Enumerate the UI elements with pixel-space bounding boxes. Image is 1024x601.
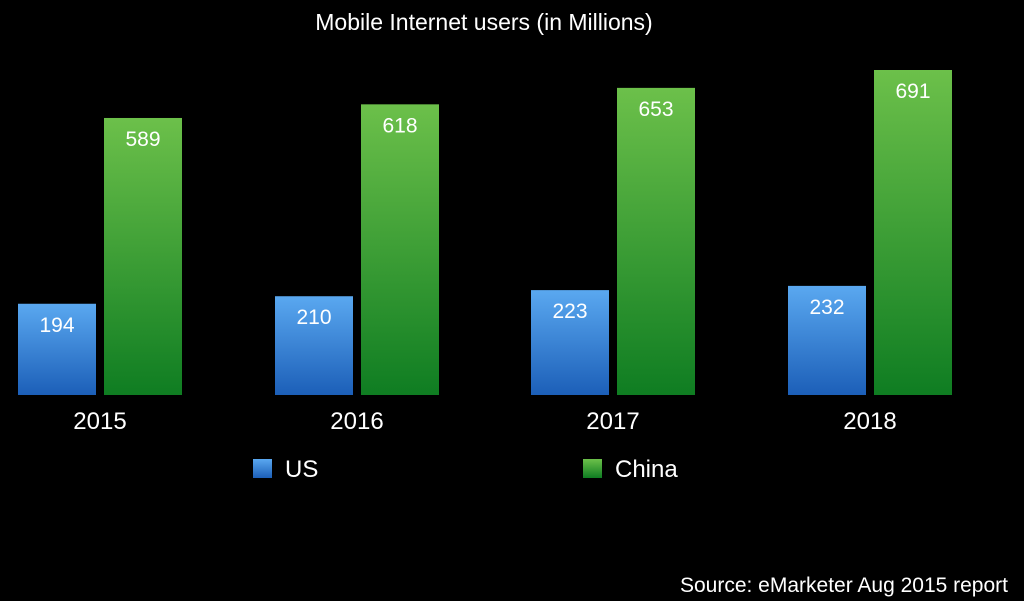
legend: US China xyxy=(253,456,678,483)
data-label-us-2016: 210 xyxy=(296,306,331,329)
x-tick-2016: 2016 xyxy=(330,408,383,435)
data-label-us-2017: 223 xyxy=(552,300,587,323)
data-label-china-2015: 589 xyxy=(125,128,160,151)
legend-label-us: US xyxy=(285,456,318,483)
bar-china-2015 xyxy=(104,117,182,396)
source-note: Source: eMarketer Aug 2015 report xyxy=(680,574,1008,597)
bars-layer xyxy=(18,70,952,396)
data-label-us-2018: 232 xyxy=(809,296,844,319)
data-label-china-2016: 618 xyxy=(382,114,417,137)
bar-us-2018 xyxy=(788,285,866,395)
bar-us-2015 xyxy=(18,303,96,395)
x-tick-2018: 2018 xyxy=(843,408,896,435)
data-label-us-2015: 194 xyxy=(39,314,74,337)
data-label-china-2017: 653 xyxy=(638,98,673,121)
chart-title: Mobile Internet users (in Millions) xyxy=(315,9,652,35)
x-tick-2015: 2015 xyxy=(73,408,126,435)
legend-swatch-us xyxy=(253,459,272,478)
bar-china-2018 xyxy=(874,70,952,395)
x-tick-2017: 2017 xyxy=(586,408,639,435)
data-labels-layer: 194 589 210 618 223 653 232 691 xyxy=(39,80,930,337)
bar-us-2017 xyxy=(531,290,609,395)
data-label-china-2018: 691 xyxy=(895,80,930,103)
bar-china-2017 xyxy=(617,87,695,395)
bar-china-2016 xyxy=(361,104,439,396)
x-axis-ticks: 2015 2016 2017 2018 xyxy=(73,408,896,435)
bar-us-2016 xyxy=(275,296,353,395)
legend-swatch-china xyxy=(583,459,602,478)
legend-label-china: China xyxy=(615,456,678,483)
